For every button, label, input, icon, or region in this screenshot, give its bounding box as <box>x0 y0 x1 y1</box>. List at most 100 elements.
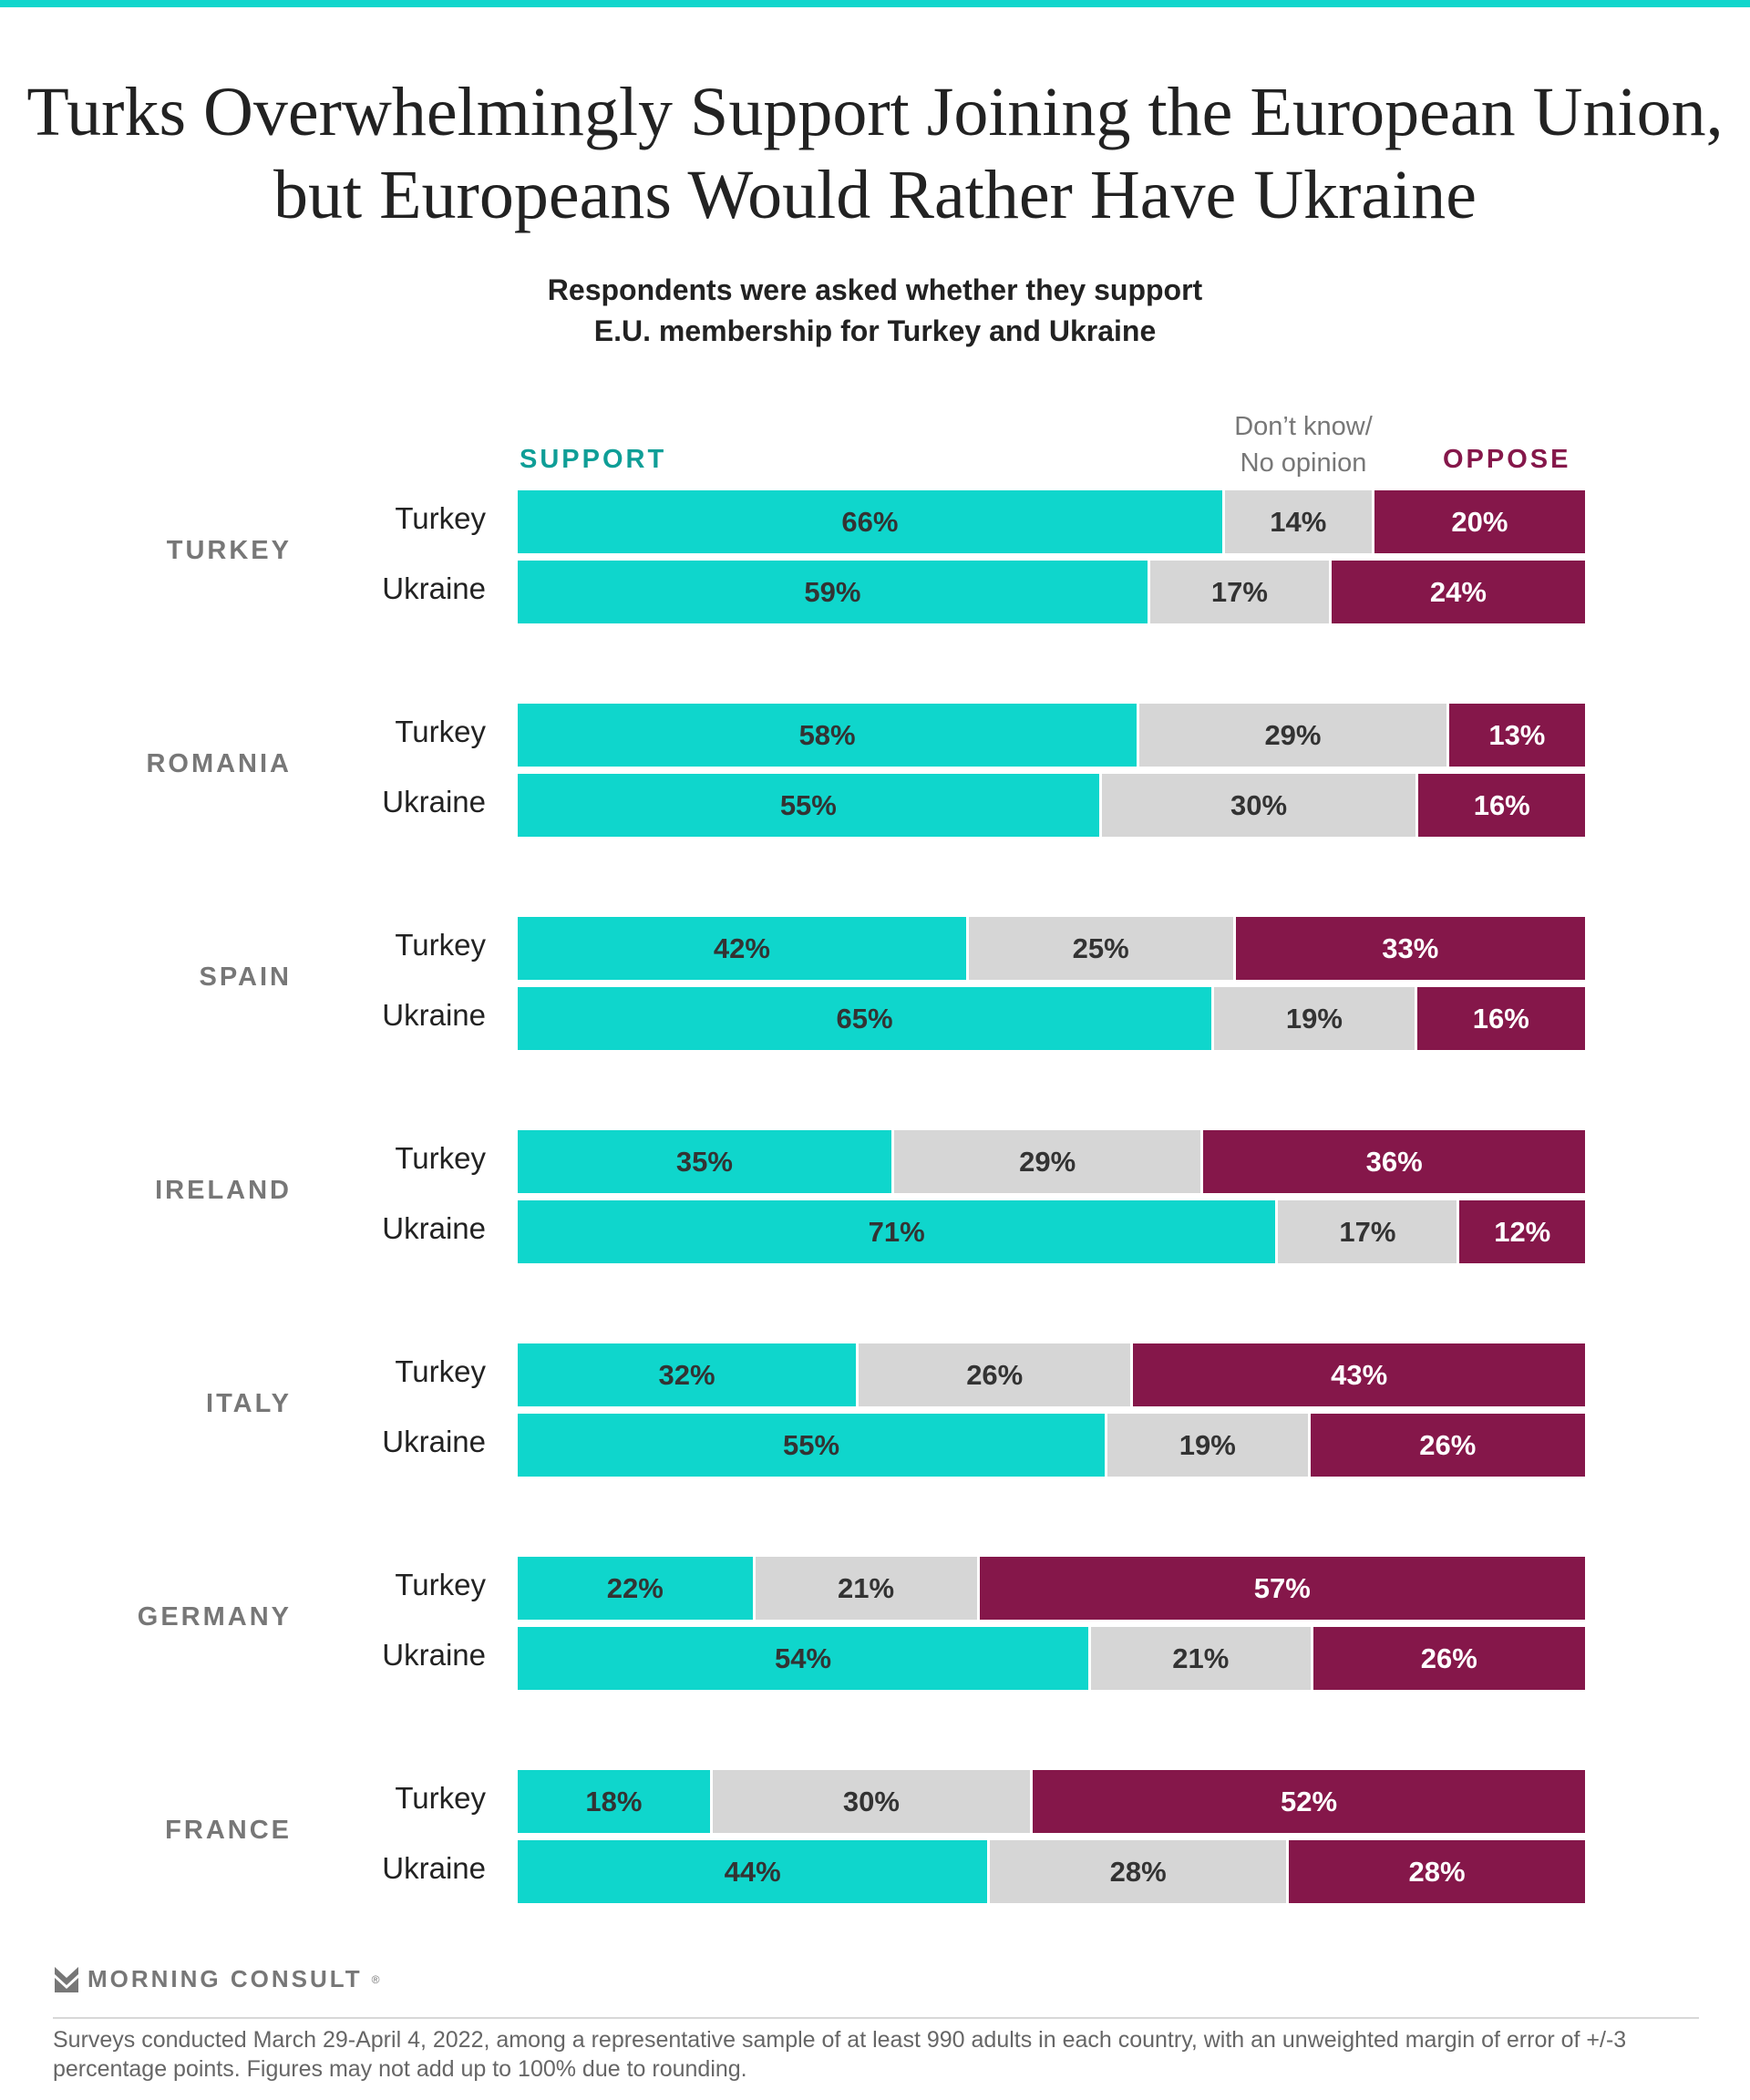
data-label: 26% <box>1419 1428 1477 1461</box>
bar-segment-dont-know: 21% <box>752 1557 977 1620</box>
country-label: ROMANIA <box>146 749 292 778</box>
data-label: 65% <box>836 1002 893 1035</box>
bar-segment-oppose: 12% <box>1457 1200 1585 1263</box>
bar-segment-dont-know: 19% <box>1105 1414 1308 1477</box>
stacked-bar: 71% 17% 12% <box>518 1200 1585 1263</box>
footer-divider <box>53 2017 1699 2019</box>
bar-segment-dont-know: 29% <box>1137 704 1446 767</box>
row-label: Turkey <box>395 501 486 535</box>
country-label: SPAIN <box>199 962 292 992</box>
data-label: 44% <box>724 1855 781 1888</box>
stacked-bar: 18% 30% 52% <box>518 1770 1585 1833</box>
bar-segment-dont-know: 26% <box>856 1343 1131 1406</box>
bar-segment-support: 66% <box>518 490 1222 553</box>
row-label: Ukraine <box>382 1638 486 1672</box>
data-label: 54% <box>775 1642 832 1674</box>
data-label: 21% <box>838 1571 895 1604</box>
data-label: 18% <box>585 1785 643 1817</box>
bar-segment-dont-know: 17% <box>1147 561 1329 623</box>
bar-segment-dont-know: 30% <box>1098 774 1416 837</box>
legend-oppose: OPPOSE <box>1443 445 1571 474</box>
bar-segment-dont-know: 25% <box>965 917 1233 980</box>
bar-segment-oppose: 20% <box>1371 490 1585 553</box>
data-label: 52% <box>1280 1785 1338 1817</box>
stacked-bar: 42% 25% 33% <box>518 917 1585 980</box>
row-label: Ukraine <box>382 1851 486 1885</box>
subtitle-line: Respondents were asked whether they supp… <box>547 273 1203 306</box>
bar-segment-dont-know: 14% <box>1221 490 1372 553</box>
data-label: 21% <box>1172 1642 1230 1674</box>
row-label: Turkey <box>395 715 486 748</box>
row-label: Ukraine <box>382 1425 486 1458</box>
brand-name: MORNING CONSULT <box>88 1965 363 1992</box>
bar-segment-support: 58% <box>518 704 1138 767</box>
row-label: Ukraine <box>382 571 486 605</box>
bar-segment-dont-know: 19% <box>1211 987 1415 1050</box>
bar-segment-support: 44% <box>518 1840 988 1903</box>
data-label: 14% <box>1270 505 1327 538</box>
data-label: 17% <box>1339 1215 1396 1248</box>
legend-dont-know-line: Don’t know/ <box>1234 412 1373 441</box>
data-label: 30% <box>1230 788 1288 821</box>
bar-segment-support: 35% <box>518 1130 891 1193</box>
footnote: Surveys conducted March 29-April 4, 2022… <box>53 2027 1627 2082</box>
bar-segment-support: 42% <box>518 917 966 980</box>
stacked-bar: 58% 29% 13% <box>518 704 1585 767</box>
row-label: Turkey <box>395 1354 486 1388</box>
bar-segment-oppose: 26% <box>1310 1627 1585 1690</box>
row-label: Ukraine <box>382 785 486 818</box>
data-label: 66% <box>841 505 899 538</box>
bar-segment-oppose: 28% <box>1286 1840 1585 1903</box>
data-label: 13% <box>1488 718 1546 751</box>
data-label: 55% <box>779 788 837 821</box>
bar-segment-oppose: 36% <box>1200 1130 1585 1193</box>
data-label: 12% <box>1494 1215 1551 1248</box>
data-label: 35% <box>675 1145 733 1178</box>
data-label: 19% <box>1179 1428 1236 1461</box>
bar-segment-dont-know: 30% <box>709 1770 1031 1833</box>
data-label: 36% <box>1365 1145 1423 1178</box>
bar-segment-support: 59% <box>518 561 1148 623</box>
data-label: 17% <box>1210 575 1268 608</box>
stacked-bar: 55% 19% 26% <box>518 1414 1585 1477</box>
bar-segment-oppose: 16% <box>1414 987 1585 1050</box>
brand-logo: MORNING CONSULT ® <box>55 1965 382 1993</box>
data-label: 71% <box>868 1215 925 1248</box>
data-label: 33% <box>1382 932 1439 964</box>
country-label: GERMANY <box>137 1602 292 1632</box>
bar-segment-support: 65% <box>518 987 1212 1050</box>
bar-segment-support: 55% <box>518 774 1099 837</box>
stacked-bar: 22% 21% 57% <box>518 1557 1585 1620</box>
bar-segment-oppose: 24% <box>1328 561 1585 623</box>
country-label: IRELAND <box>155 1176 292 1205</box>
data-label: 29% <box>1019 1145 1076 1178</box>
data-label: 28% <box>1109 1855 1167 1888</box>
registered-mark: ® <box>371 1972 383 1986</box>
chart-title: Turks Overwhelmingly Support Joining the… <box>26 74 1724 233</box>
legend-dont-know-line: No opinion <box>1240 448 1367 478</box>
data-label: 25% <box>1072 932 1129 964</box>
country-label: ITALY <box>206 1389 292 1418</box>
bar-segment-dont-know: 29% <box>890 1130 1201 1193</box>
row-label: Turkey <box>395 1781 486 1815</box>
row-label: Ukraine <box>382 998 486 1032</box>
bar-segment-oppose: 52% <box>1030 1770 1585 1833</box>
bar-segment-support: 22% <box>518 1557 753 1620</box>
country-label: FRANCE <box>165 1816 292 1845</box>
data-label: 20% <box>1451 505 1508 538</box>
chart-subtitle: Respondents were asked whether they supp… <box>0 270 1750 352</box>
data-label: 58% <box>798 718 856 751</box>
stacked-bar: 35% 29% 36% <box>518 1130 1585 1193</box>
stacked-bar: 59% 17% 24% <box>518 561 1585 623</box>
data-label: 22% <box>606 1571 664 1604</box>
country-label: TURKEY <box>166 536 292 565</box>
row-label: Turkey <box>395 1141 486 1175</box>
data-label: 42% <box>713 932 770 964</box>
bar-segment-oppose: 57% <box>976 1557 1585 1620</box>
row-label: Turkey <box>395 1568 486 1601</box>
data-label: 16% <box>1473 788 1530 821</box>
bar-segment-oppose: 16% <box>1415 774 1585 837</box>
bar-segment-support: 71% <box>518 1200 1276 1263</box>
top-accent-bar <box>0 0 1750 7</box>
data-label: 29% <box>1264 718 1322 751</box>
